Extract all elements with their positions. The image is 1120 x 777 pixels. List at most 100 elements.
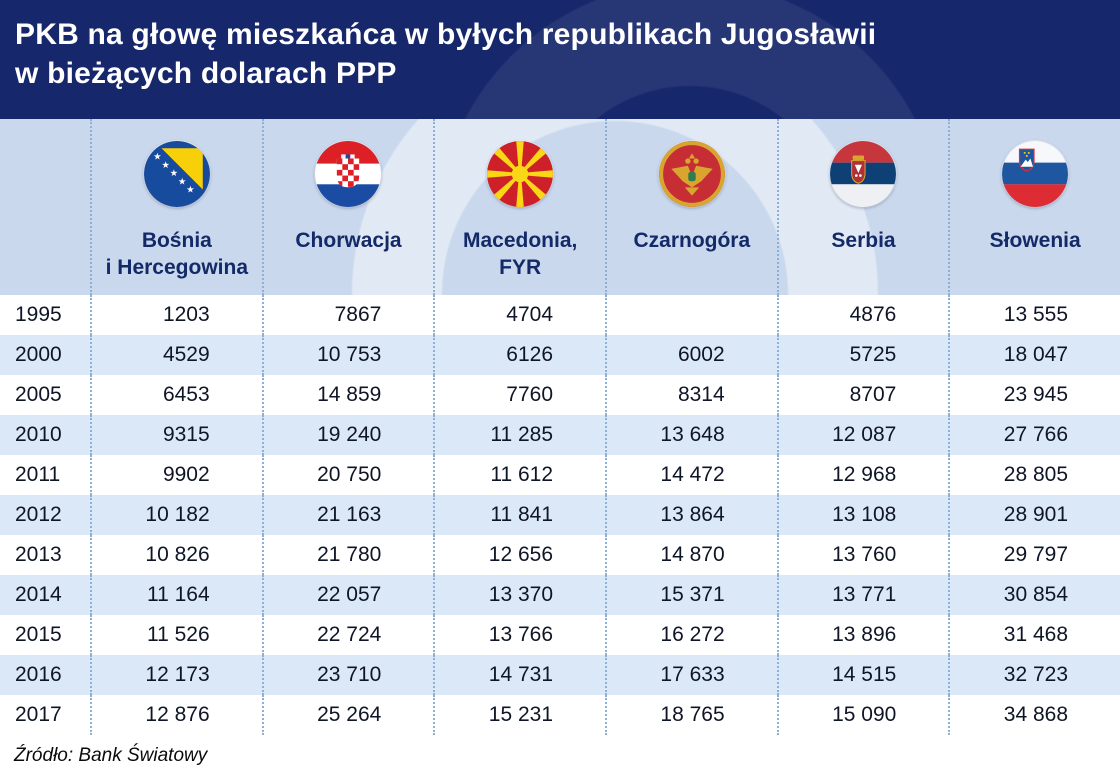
table-row: 2016 12 173 23 710 14 731 17 633 14 515 32 723 <box>0 655 1120 695</box>
value-cell: 10 182 <box>90 495 262 535</box>
column-label-montenegro: Czarnogóra <box>633 227 750 254</box>
value-cell: 12 656 <box>433 535 605 575</box>
title-bar: PKB na głowę mieszkańca w byłych republi… <box>0 0 1120 119</box>
value-cell: 34 868 <box>948 695 1120 735</box>
page-title: PKB na głowę mieszkańca w byłych republi… <box>15 15 1100 93</box>
value-cell: 21 780 <box>261 535 434 575</box>
year-cell: 2016 <box>15 663 62 686</box>
year-cell: 2005 <box>15 383 62 406</box>
column-label-slovenia: Słowenia <box>990 227 1081 254</box>
table-row: 2014 11 164 22 057 13 370 15 371 13 771 30 854 <box>0 575 1120 615</box>
serbia-flag-icon <box>830 141 897 207</box>
year-cell: 2010 <box>15 423 62 446</box>
year-cell: 2000 <box>15 343 62 366</box>
column-header-bosnia: ★ ★ ★ ★ ★ Bośnia i Hercegowina <box>90 119 262 295</box>
value-cell: 7760 <box>433 375 605 415</box>
svg-text:★: ★ <box>153 152 161 162</box>
value-cell: 22 057 <box>261 575 434 615</box>
value-cell: 29 797 <box>948 535 1120 575</box>
slovenia-flag-icon <box>1002 141 1069 207</box>
gdp-table: ★ ★ ★ ★ ★ Bośnia i Hercegowina <box>0 119 1120 735</box>
value-cell: 4704 <box>433 295 605 335</box>
value-cell: 4876 <box>776 295 949 335</box>
svg-text:★: ★ <box>170 168 178 178</box>
value-cell: 12 968 <box>776 455 949 495</box>
column-label-line: Bośnia <box>141 229 212 252</box>
column-label-croatia: Chorwacja <box>295 227 401 254</box>
value-cell: 25 264 <box>261 695 434 735</box>
value-cell: 22 724 <box>261 615 434 655</box>
value-cell: 28 805 <box>948 455 1120 495</box>
value-cell: 11 285 <box>433 415 605 455</box>
title-line-1: PKB na głowę mieszkańca w byłych republi… <box>15 18 877 51</box>
value-cell: 17 633 <box>605 655 777 695</box>
column-header-macedonia: Macedonia, FYR <box>433 119 605 295</box>
value-cell: 23 945 <box>948 375 1120 415</box>
value-cell: 18 765 <box>605 695 777 735</box>
value-cell: 9902 <box>90 455 262 495</box>
year-cell: 2013 <box>15 543 62 566</box>
value-cell: 18 047 <box>948 335 1120 375</box>
value-cell: 11 841 <box>433 495 605 535</box>
value-cell: 13 555 <box>948 295 1120 335</box>
macedonia-flag-icon <box>487 141 554 207</box>
value-cell: 14 472 <box>605 455 777 495</box>
value-cell: 13 648 <box>605 415 777 455</box>
value-cell: 10 753 <box>261 335 434 375</box>
bosnia-herzegovina-flag-icon: ★ ★ ★ ★ ★ <box>143 141 210 207</box>
value-cell: 1203 <box>90 295 262 335</box>
svg-text:★: ★ <box>186 185 194 195</box>
table-row: 2011 9902 20 750 11 612 14 472 12 968 28 805 <box>0 455 1120 495</box>
year-cell: 2015 <box>15 623 62 646</box>
column-label-line: Słowenia <box>989 229 1081 252</box>
value-cell: 6453 <box>90 375 262 415</box>
value-cell: 13 766 <box>433 615 605 655</box>
column-label-line: FYR <box>499 256 542 279</box>
title-line-2: w bieżących dolarach PPP <box>15 57 397 90</box>
value-cell: 4529 <box>90 335 262 375</box>
table-body: 1995 1203 7867 4704 4876 13 555 2000 4529 10 753… <box>0 295 1120 735</box>
table-row: 2015 11 526 22 724 13 766 16 272 13 896 31 468 <box>0 615 1120 655</box>
year-cell: 2012 <box>15 503 62 526</box>
source-note: Źródło: Bank Światowy <box>0 735 1120 777</box>
value-cell: 11 526 <box>90 615 262 655</box>
column-label-line: Czarnogóra <box>633 229 751 252</box>
montenegro-flag-icon <box>658 141 725 207</box>
croatia-flag-icon <box>315 141 382 207</box>
year-cell: 2014 <box>15 583 62 606</box>
value-cell: 9315 <box>90 415 262 455</box>
column-label-line: Serbia <box>831 229 896 252</box>
value-cell: 13 771 <box>776 575 949 615</box>
value-cell: 8314 <box>605 375 777 415</box>
value-cell: 13 896 <box>776 615 949 655</box>
value-cell: 13 108 <box>776 495 949 535</box>
value-cell <box>605 295 777 335</box>
value-cell: 13 370 <box>433 575 605 615</box>
value-cell: 14 731 <box>433 655 605 695</box>
column-header-croatia: Chorwacja <box>261 119 434 295</box>
table-row: 2012 10 182 21 163 11 841 13 864 13 108 28 901 <box>0 495 1120 535</box>
year-cell: 1995 <box>15 303 62 326</box>
column-header-slovenia: Słowenia <box>948 119 1120 295</box>
value-cell: 15 090 <box>776 695 949 735</box>
table-row: 2017 12 876 25 264 15 231 18 765 15 090 34 868 <box>0 695 1120 735</box>
value-cell: 6126 <box>433 335 605 375</box>
column-label-bosnia: Bośnia i Hercegowina <box>106 227 248 281</box>
value-cell: 12 876 <box>90 695 262 735</box>
column-label-serbia: Serbia <box>831 227 895 254</box>
year-cell: 2017 <box>15 703 62 726</box>
value-cell: 19 240 <box>261 415 434 455</box>
value-cell: 31 468 <box>948 615 1120 655</box>
value-cell: 32 723 <box>948 655 1120 695</box>
table-row: 2013 10 826 21 780 12 656 14 870 13 760 29 797 <box>0 535 1120 575</box>
table-row: 2010 9315 19 240 11 285 13 648 12 087 27 766 <box>0 415 1120 455</box>
table-row: 2005 6453 14 859 7760 8314 8707 23 945 <box>0 375 1120 415</box>
value-cell: 6002 <box>605 335 777 375</box>
value-cell: 23 710 <box>261 655 434 695</box>
value-cell: 10 826 <box>90 535 262 575</box>
column-header-serbia: Serbia <box>776 119 949 295</box>
table-header-row: ★ ★ ★ ★ ★ Bośnia i Hercegowina <box>0 119 1120 295</box>
value-cell: 13 760 <box>776 535 949 575</box>
column-label-line: i Hercegowina <box>105 256 249 279</box>
value-cell: 13 864 <box>605 495 777 535</box>
